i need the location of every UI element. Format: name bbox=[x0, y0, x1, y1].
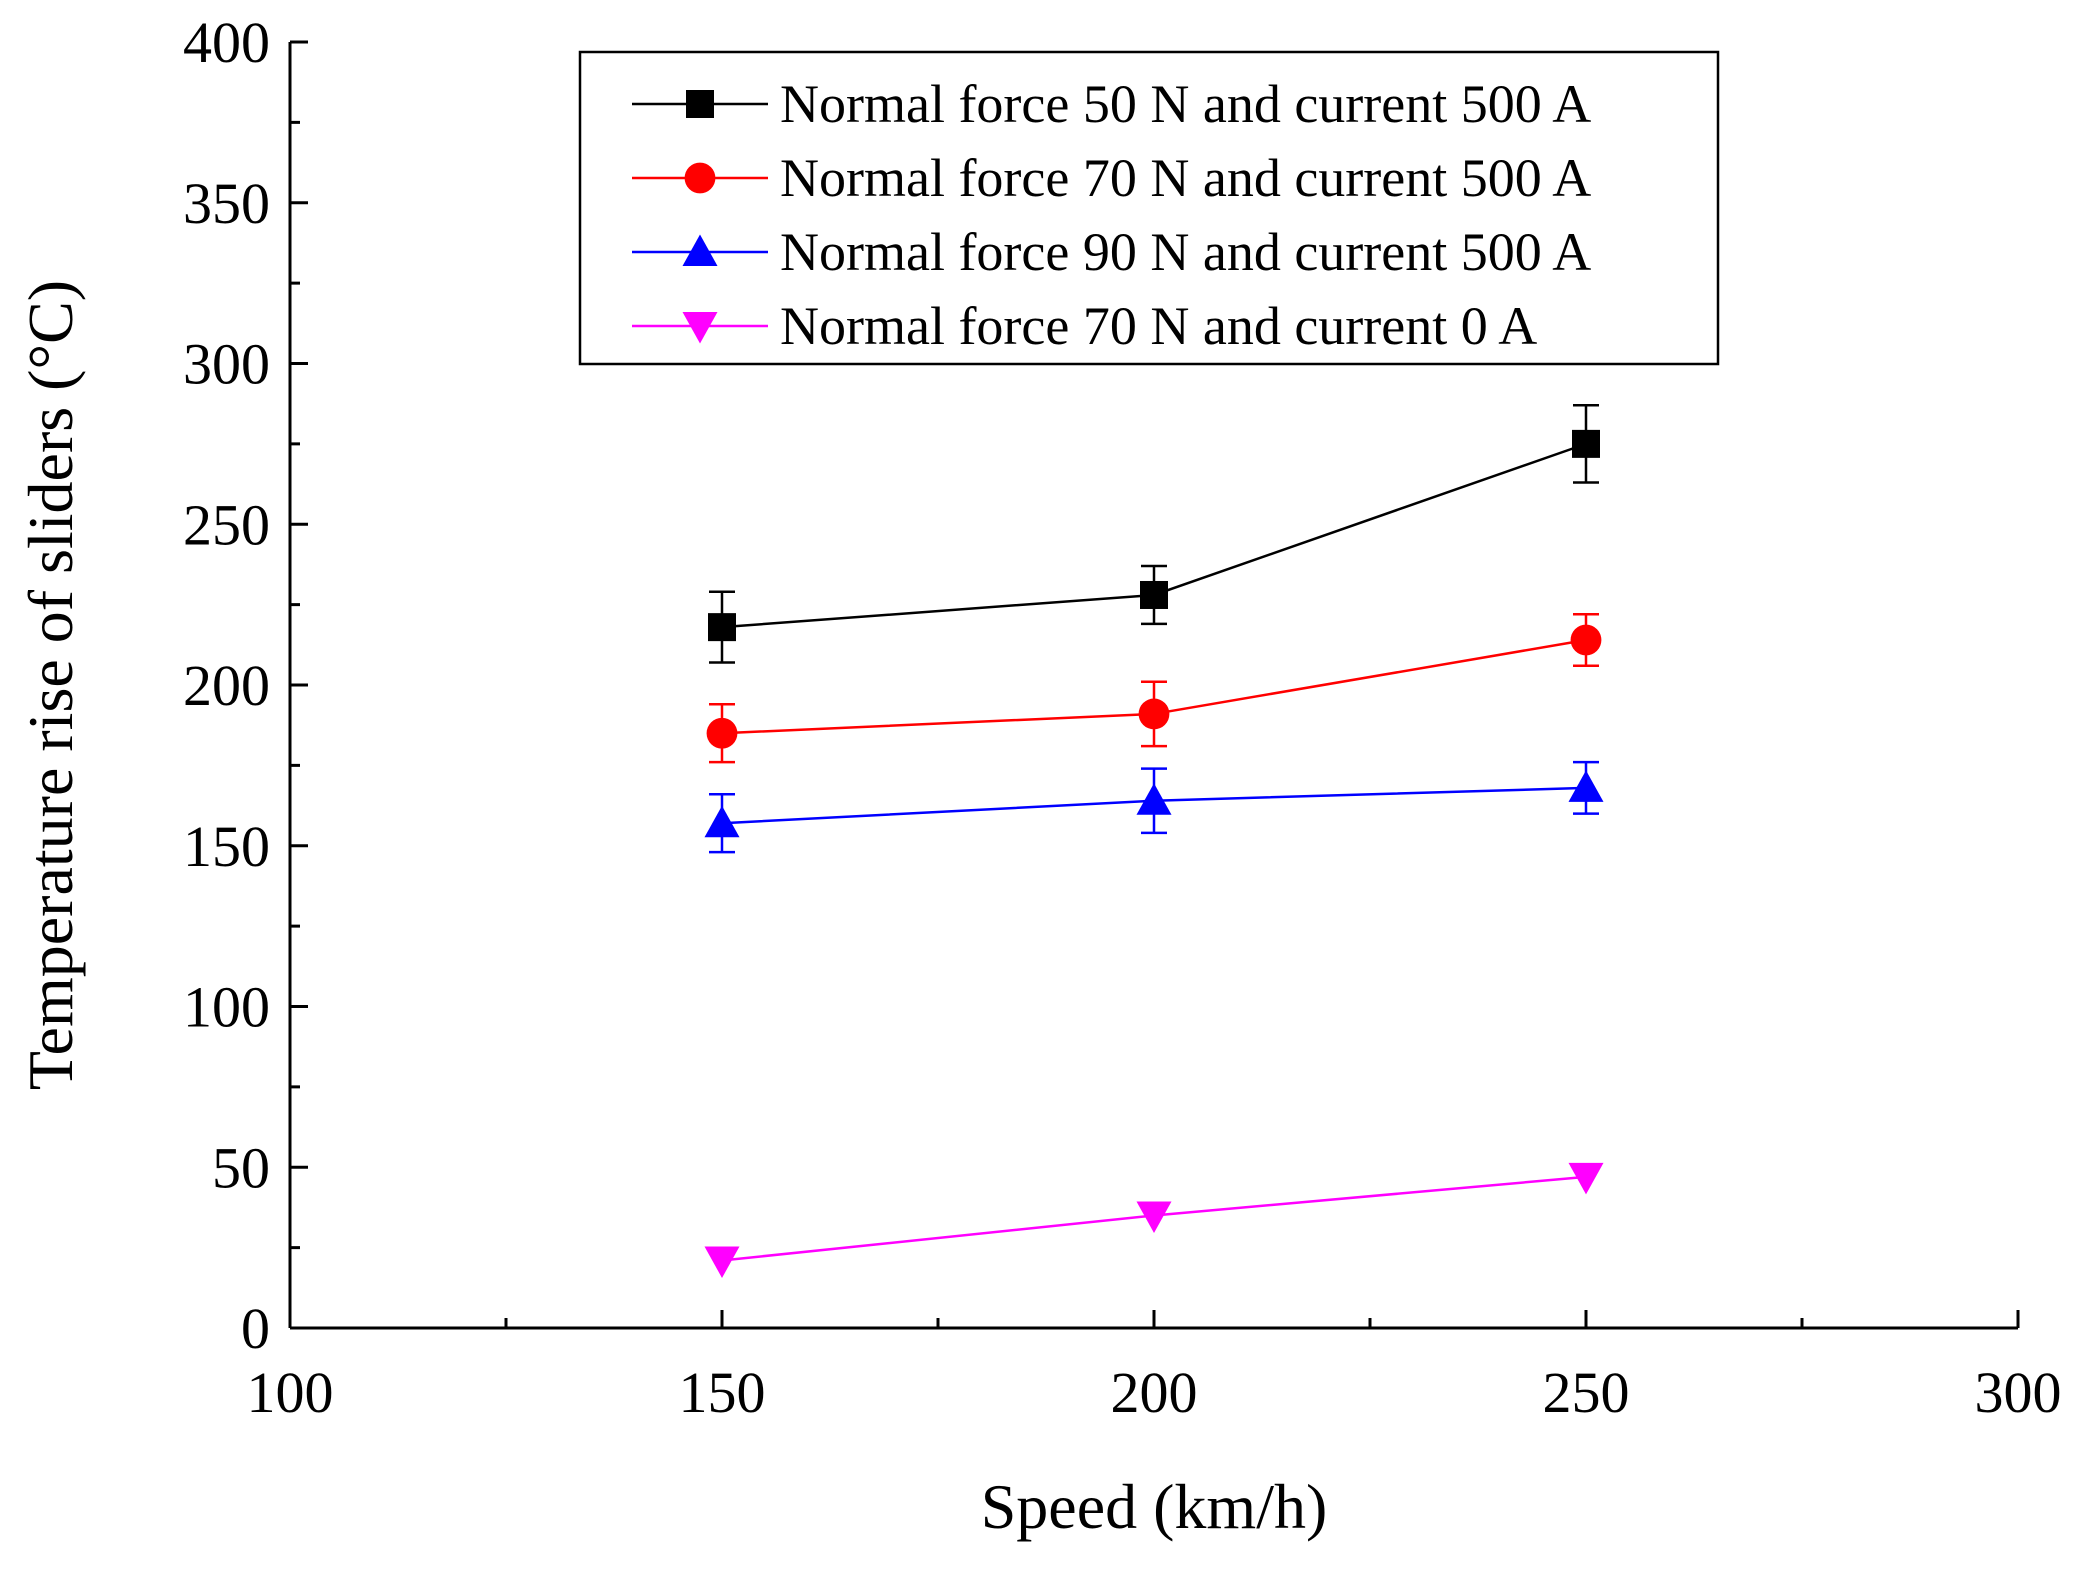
data-point bbox=[1136, 1201, 1172, 1233]
data-point bbox=[1136, 783, 1172, 815]
data-point bbox=[704, 1246, 740, 1278]
y-tick-label: 200 bbox=[183, 653, 270, 718]
data-point bbox=[1568, 770, 1604, 802]
legend-label: Normal force 70 N and current 0 A bbox=[780, 296, 1537, 356]
legend-marker bbox=[682, 234, 718, 266]
series-1 bbox=[708, 404, 1600, 664]
series bbox=[704, 404, 1604, 1278]
legend-marker bbox=[686, 90, 714, 118]
data-point bbox=[1572, 429, 1600, 458]
y-tick-label: 150 bbox=[183, 814, 270, 879]
data-point bbox=[708, 613, 736, 642]
legend-label: Normal force 70 N and current 500 A bbox=[780, 148, 1591, 208]
ticks: 0 50 100 150 200 250 300 350 400 100 150 200 250 300 bbox=[183, 10, 2062, 1425]
y-tick-label: 0 bbox=[241, 1296, 270, 1361]
legend-item: Normal force 90 N and current 500 A bbox=[632, 222, 1591, 282]
legend-item: Normal force 70 N and current 500 A bbox=[632, 148, 1591, 208]
series-4 bbox=[704, 1162, 1604, 1278]
y-tick-label: 400 bbox=[183, 10, 270, 75]
data-point bbox=[1140, 580, 1168, 609]
x-tick-label: 150 bbox=[679, 1360, 766, 1425]
x-tick-label: 200 bbox=[1111, 1360, 1198, 1425]
series-2 bbox=[706, 613, 1602, 764]
legend-box bbox=[578, 50, 1720, 366]
x-tick-label: 250 bbox=[1543, 1360, 1630, 1425]
data-point bbox=[1570, 624, 1602, 656]
y-tick-label: 350 bbox=[183, 171, 270, 236]
y-tick-label: 300 bbox=[183, 332, 270, 397]
x-axis-title: Speed (km/h) bbox=[981, 1471, 1328, 1542]
x-tick-label: 100 bbox=[247, 1360, 334, 1425]
series-3 bbox=[704, 760, 1604, 854]
y-tick-label: 250 bbox=[183, 492, 270, 557]
data-point bbox=[706, 717, 738, 749]
legend-label: Normal force 90 N and current 500 A bbox=[780, 222, 1591, 282]
y-axis-title: Temperature rise of sliders (°C) bbox=[15, 280, 86, 1090]
y-tick-label: 100 bbox=[183, 975, 270, 1040]
y-tick-label: 50 bbox=[212, 1135, 270, 1200]
legend: Normal force 50 N and current 500 A Norma… bbox=[578, 50, 1720, 366]
data-point bbox=[1568, 1162, 1604, 1195]
legend-marker bbox=[684, 162, 716, 194]
data-point bbox=[704, 805, 740, 838]
data-point bbox=[1138, 698, 1170, 730]
x-tick-label: 300 bbox=[1975, 1360, 2062, 1425]
legend-marker bbox=[682, 312, 718, 344]
legend-label: Normal force 50 N and current 500 A bbox=[780, 74, 1591, 134]
legend-item: Normal force 50 N and current 500 A bbox=[632, 74, 1591, 134]
legend-item: Normal force 70 N and current 0 A bbox=[632, 296, 1537, 356]
